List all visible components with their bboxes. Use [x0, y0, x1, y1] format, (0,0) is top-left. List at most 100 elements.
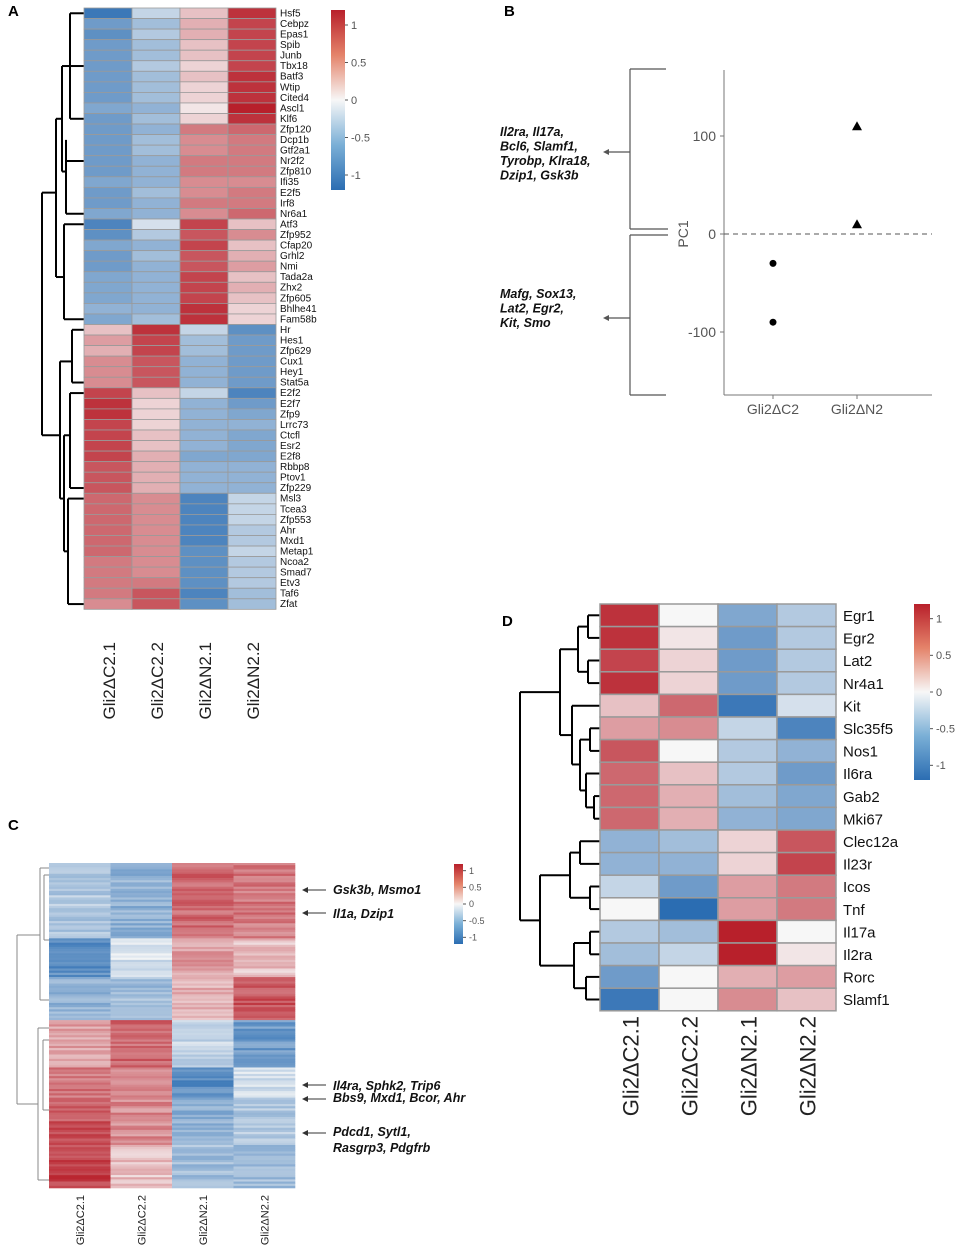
heatmap-c-cell: [49, 1045, 111, 1049]
heatmap-c-cell: [233, 1170, 296, 1174]
pca-point-triangle: [852, 219, 862, 229]
heatmap-a-cell: [83, 92, 133, 104]
heatmap-a-cell: [227, 49, 277, 62]
heatmap-a-sample-labels: Gli2ΔC2.1 Gli2ΔC2.2 Gli2ΔN2.1 Gli2ΔN2.2: [100, 642, 263, 720]
heatmap-d-gene-labels: Egr1 Egr2 Lat2 Nr4a1 Kit Slc35f5 Nos1 Il6ra Gab2…: [843, 608, 899, 1009]
heatmap-a-cell: [227, 70, 277, 83]
heatmap-c-cell: [172, 1172, 234, 1176]
heatmap-a-cell: [131, 113, 181, 125]
heatmap-c-cell: [172, 972, 234, 976]
heatmap-a-cell: [179, 345, 229, 357]
heatmap-a-cell: [83, 492, 133, 505]
heatmap-c-cell: [233, 1097, 296, 1101]
heatmap-a-cell: [83, 387, 133, 399]
heatmap-a-cell: [227, 250, 277, 262]
heatmap-c-cell: [233, 1028, 296, 1032]
gene-label-a: Zfat: [280, 599, 297, 610]
heatmap-c-cell: [49, 1095, 111, 1098]
heatmap-c-cell: [49, 987, 111, 991]
heatmap-c-cell: [172, 918, 234, 922]
heatmap-c-cell: [172, 1136, 234, 1139]
heatmap-c-cell: [110, 1162, 173, 1165]
heatmap-c-cell: [172, 1181, 234, 1184]
heatmap-c-cell: [49, 1112, 111, 1116]
gene-label-a: Zhx2: [280, 283, 303, 294]
heatmap-c-cell: [233, 957, 296, 961]
heatmap-c-cell: [110, 1056, 173, 1060]
heatmap-c-cell: [49, 929, 111, 933]
heatmap-a-cell: [83, 165, 133, 178]
heatmap-c-cell: [233, 1017, 296, 1021]
loading-brackets: [603, 68, 668, 396]
loading-annotation-top: Bcl6, Slamf1,: [500, 140, 578, 154]
heatmap-c-cell: [172, 1179, 234, 1182]
heatmap-c-cell: [172, 1108, 234, 1111]
heatmap-c-cell: [172, 1030, 234, 1034]
legend-d-tick-label: 0: [936, 687, 942, 699]
heatmap-c-cell: [233, 1091, 296, 1094]
heatmap-c-cell: [110, 979, 173, 982]
heatmap-c-cell: [49, 1134, 111, 1137]
heatmap-a-cell: [83, 49, 133, 62]
heatmap-c-cell: [49, 1101, 111, 1105]
heatmap-c-cell: [233, 1106, 296, 1109]
heatmap-c-cell: [110, 1069, 173, 1073]
heatmap-c-cell: [110, 1065, 173, 1068]
heatmap-c-cell: [49, 1035, 111, 1038]
heatmap-c-cell: [49, 1129, 111, 1133]
heatmap-a-color-legend: 1 0.5 0 -0.5 -1: [331, 10, 370, 190]
heatmap-c-cell: [233, 1142, 296, 1146]
heatmap-c-cell: [49, 918, 111, 922]
gene-label-a: Hes1: [280, 335, 304, 346]
heatmap-c-cell: [233, 1110, 296, 1113]
heatmap-c-cell: [110, 897, 173, 900]
heatmap-a-cell: [179, 81, 229, 93]
heatmap-c-cell: [233, 1136, 296, 1139]
pca-point-triangle: [852, 121, 862, 131]
arrow-head: [603, 315, 609, 321]
heatmap-a-cell: [227, 387, 277, 399]
heatmap-c-cell: [172, 1112, 234, 1116]
heatmap-c-cell: [172, 1080, 234, 1083]
pca-point-circle: [769, 259, 777, 267]
heatmap-c-cell: [49, 1121, 111, 1124]
legend-a-tick-label: -1: [351, 170, 361, 182]
heatmap-c-cell: [49, 1177, 111, 1180]
gene-label-a: Esr2: [280, 441, 301, 452]
heatmap-c-cell: [172, 893, 234, 896]
heatmap-c-cell: [49, 867, 111, 870]
heatmap-c-cell: [49, 925, 111, 928]
heatmap-a-cell: [131, 302, 181, 315]
heatmap-c-cell: [172, 1043, 234, 1047]
heatmap-a-cell: [83, 271, 133, 283]
heatmap-a-cell: [131, 260, 181, 273]
heatmap-c-cell: [49, 875, 111, 879]
heatmap-d: Egr1 Egr2 Lat2 Nr4a1 Kit Slc35f5 Nos1 Il6ra Gab2…: [519, 603, 955, 1116]
heatmap-a-cell: [83, 598, 133, 610]
heatmap-c-cell: [233, 895, 296, 898]
heatmap-c-cell: [49, 1017, 111, 1021]
heatmap-a-cell: [227, 535, 277, 547]
heatmap-c-cell: [233, 1114, 296, 1118]
arrow-head: [302, 1082, 308, 1088]
heatmap-a-cell: [83, 461, 133, 473]
heatmap-d-cell: [599, 716, 660, 741]
heatmap-c-cell: [233, 1108, 296, 1111]
gene-label-d: Slamf1: [843, 992, 890, 1009]
heatmap-c-cell: [110, 931, 173, 935]
heatmap-c-cell: [233, 983, 296, 986]
heatmap-c-cell: [110, 1132, 173, 1135]
heatmap-c-cell: [110, 1020, 173, 1023]
heatmap-a-cell: [83, 208, 133, 220]
heatmap-c-cell: [110, 946, 173, 950]
heatmap-d-cell: [658, 806, 719, 831]
heatmap-c-cell: [110, 1181, 173, 1184]
heatmap-c-cell: [172, 1002, 234, 1006]
gene-label-a: Gtf2a1: [280, 146, 310, 157]
heatmap-d-cell: [776, 625, 837, 650]
heatmap-c-cell: [110, 910, 173, 913]
heatmap-d-cell: [717, 761, 778, 786]
heatmap-c-cell: [172, 1086, 234, 1090]
heatmap-a-cell: [179, 92, 229, 104]
heatmap-c-cell: [110, 1112, 173, 1116]
